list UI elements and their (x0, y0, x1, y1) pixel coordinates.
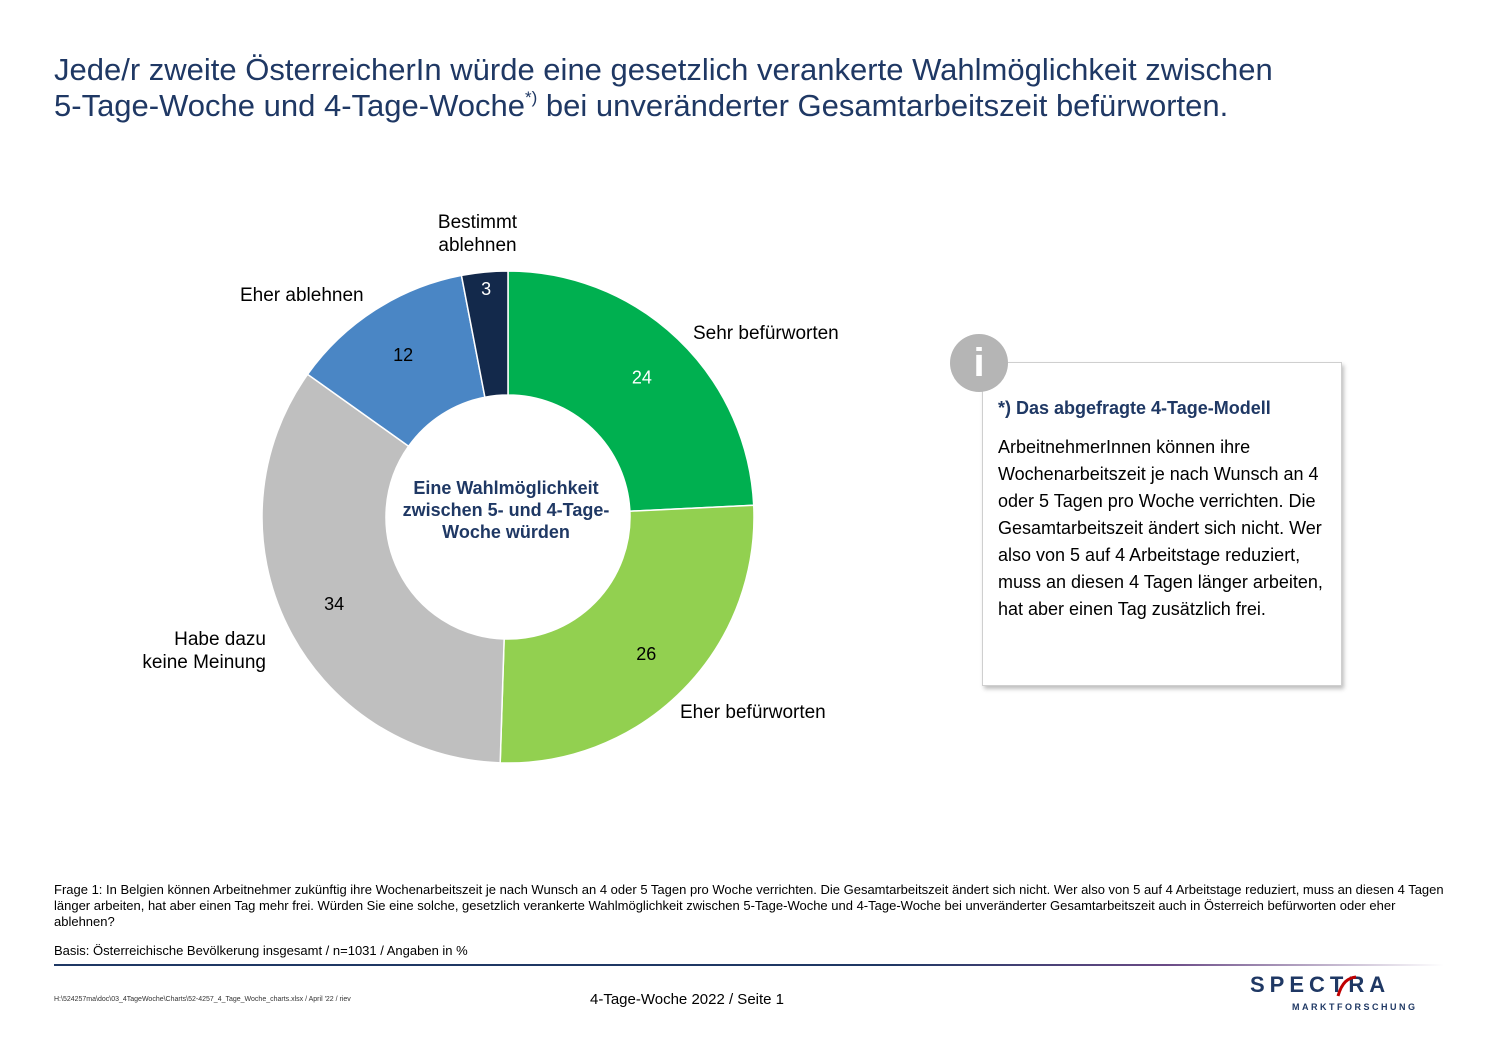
label-eher-befuerworten: Eher befürworten (680, 702, 826, 723)
logo-wordmark: SPECTRA (1250, 972, 1391, 997)
spectra-logo: SPECTRA MARKTFORSCHUNG (1250, 972, 1440, 1016)
donut-slice-4 (460, 270, 509, 399)
file-path: H:\524257ma\doc\03_4TageWoche\Charts\52-… (54, 996, 351, 1003)
title-footnote-marker: *) (525, 88, 538, 107)
page-number: 4-Tage-Woche 2022 / Seite 1 (590, 991, 785, 1008)
label-eher-ablehnen: Eher ablehnen (240, 285, 364, 306)
donut-slice-1 (499, 504, 755, 764)
title-line-1: Jede/r zweite ÖsterreicherIn würde eine … (54, 52, 1273, 87)
label-sehr-befuerworten: Sehr befürworten (693, 323, 839, 344)
label-bestimmt-ablehnen-line-1: Bestimmt (437, 212, 518, 233)
info-box (982, 362, 1342, 686)
donut-value-label-1: 26 (636, 644, 656, 664)
donut-slice-0 (507, 270, 755, 512)
donut-value-label-3: 12 (393, 345, 413, 365)
label-keine-meinung-line-1: Habe dazu (174, 629, 266, 650)
title-line-2-suffix: bei unveränderter Gesamtarbeitszeit befü… (537, 88, 1229, 123)
label-keine-meinung: Habe dazu keine Meinung (138, 628, 266, 674)
label-bestimmt-ablehnen: Bestimmt ablehnen (420, 211, 535, 257)
info-icon: i (950, 334, 1008, 392)
logo-subline: MARKTFORSCHUNG (1292, 1002, 1418, 1012)
donut-center-label: Eine Wahlmöglichkeit zwischen 5- und 4-T… (402, 478, 610, 542)
label-keine-meinung-line-2: keine Meinung (142, 652, 266, 673)
page-title: Jede/r zweite ÖsterreicherIn würde eine … (54, 52, 1454, 124)
question-footnote: Frage 1: In Belgien können Arbeitnehmer … (54, 882, 1444, 929)
info-box-text: ArbeitnehmerInnen können ihre Wochenarbe… (998, 437, 1323, 619)
title-line-2-prefix: 5-Tage-Woche und 4-Tage-Woche (54, 88, 526, 123)
donut-value-label-0: 24 (632, 368, 652, 388)
footer-divider (54, 964, 1444, 966)
donut-value-label-2: 34 (324, 594, 344, 614)
donut-slice-2 (261, 373, 505, 764)
info-box-title: *) Das abgefragte 4-Tage-Modell (998, 398, 1271, 418)
donut-value-label-4: 3 (481, 279, 491, 299)
title-line-2: 5-Tage-Woche und 4-Tage-Woche*) bei unve… (54, 88, 1454, 124)
logo-swoosh-icon (1336, 975, 1357, 997)
basis-footnote: Basis: Österreichische Bevölkerung insge… (54, 943, 468, 958)
label-bestimmt-ablehnen-line-2: ablehnen (438, 235, 517, 256)
